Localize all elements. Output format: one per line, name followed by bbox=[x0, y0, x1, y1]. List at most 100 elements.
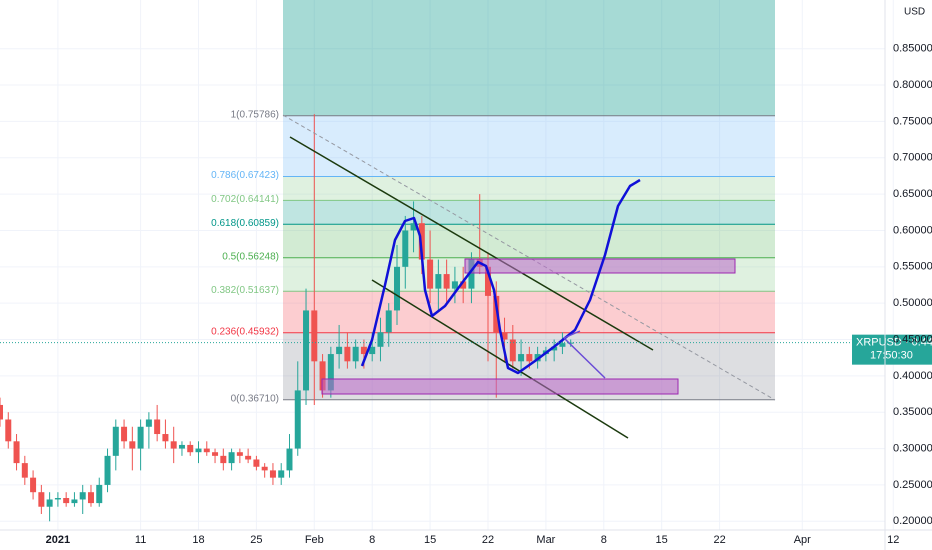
candle-body bbox=[245, 455, 252, 460]
y-tick-label: 0.25000 bbox=[893, 479, 932, 491]
x-tick-label: 22 bbox=[482, 534, 494, 546]
candle-body bbox=[71, 499, 78, 504]
candle-body bbox=[63, 498, 70, 504]
fib-label: 0.5(0.56248) bbox=[222, 251, 279, 262]
candle-body bbox=[443, 274, 450, 289]
y-tick-label: 0.35000 bbox=[893, 406, 932, 418]
candle-body bbox=[286, 448, 293, 471]
candle-body bbox=[96, 484, 103, 504]
candle-body bbox=[178, 444, 185, 449]
candle-body bbox=[112, 426, 119, 456]
fib-retracement: 1(0.75786) 0.786(0.67423) 0.702(0.64141) 0.… bbox=[211, 0, 775, 404]
candle-body bbox=[303, 310, 310, 391]
candle-body bbox=[394, 266, 401, 311]
y-tick-label: 0.60000 bbox=[893, 224, 932, 236]
candle-body bbox=[484, 266, 491, 296]
candle-body bbox=[212, 452, 219, 456]
lower-channel-line bbox=[371, 279, 629, 439]
candle-body bbox=[38, 492, 45, 507]
y-tick-label: 0.50000 bbox=[893, 297, 932, 309]
arrow-line bbox=[563, 330, 581, 339]
candle-body bbox=[327, 354, 334, 391]
fib-zone bbox=[283, 291, 775, 333]
candle-body bbox=[369, 346, 376, 355]
currency-label: USD bbox=[904, 7, 925, 18]
arrow-line bbox=[563, 337, 606, 379]
candle-body bbox=[21, 463, 28, 478]
candle-body bbox=[418, 223, 425, 260]
candle-body bbox=[559, 343, 566, 347]
candle-body bbox=[377, 332, 384, 347]
x-tick-label: 8 bbox=[601, 534, 607, 546]
candle-body bbox=[195, 448, 202, 453]
y-tick-label: 0.75000 bbox=[893, 115, 932, 127]
candle-body bbox=[0, 404, 3, 420]
drawings bbox=[282, 114, 776, 439]
fib-zone bbox=[283, 200, 775, 225]
candle-body bbox=[236, 452, 243, 456]
x-tick-label: Apr bbox=[794, 534, 811, 546]
y-tick-label: 0.30000 bbox=[893, 442, 932, 454]
candle-body bbox=[30, 477, 37, 493]
candle-body bbox=[278, 470, 285, 478]
candle-body bbox=[269, 470, 276, 478]
last-price-box bbox=[852, 334, 932, 365]
x-tick-label: Feb bbox=[305, 534, 324, 546]
fib-zone bbox=[283, 176, 775, 201]
y-tick-label: 0.85000 bbox=[893, 43, 932, 55]
support-zone bbox=[321, 378, 679, 395]
fib-zone bbox=[283, 224, 775, 258]
candle-body bbox=[228, 452, 235, 464]
candle-body bbox=[294, 390, 301, 449]
y-tick-label: 0.45000 bbox=[893, 333, 932, 345]
candle-body bbox=[509, 339, 516, 362]
candle-body bbox=[344, 346, 351, 362]
candle-body bbox=[385, 310, 392, 333]
dashed-trend-line bbox=[282, 114, 776, 401]
x-tick-label: 15 bbox=[424, 534, 436, 546]
x-tick-label: 15 bbox=[656, 534, 668, 546]
candle-body bbox=[410, 223, 417, 231]
x-tick-label: 12 bbox=[887, 534, 899, 546]
candle-body bbox=[518, 354, 525, 362]
fib-label: 0.618(0.60859) bbox=[211, 218, 279, 229]
candle-body bbox=[46, 499, 53, 507]
candle-body bbox=[170, 441, 177, 449]
axes: 0.20000 0.25000 0.30000 0.35000 0.40000 0.450… bbox=[46, 43, 932, 546]
candle-body bbox=[352, 346, 359, 362]
y-tick-label: 0.65000 bbox=[893, 188, 932, 200]
projection-curve bbox=[360, 178, 641, 375]
fib-zone bbox=[283, 0, 775, 116]
y-tick-label: 0.55000 bbox=[893, 261, 932, 273]
last-price-label: XRPUSD · 0.44569 bbox=[856, 337, 932, 349]
x-tick-label: 18 bbox=[192, 534, 204, 546]
candle-body bbox=[435, 274, 442, 289]
candle-body bbox=[5, 419, 12, 442]
countdown-label: 17:50:30 bbox=[870, 350, 913, 362]
x-tick-label: 11 bbox=[135, 534, 146, 546]
fib-label: 0.382(0.51637) bbox=[211, 285, 279, 296]
candle-body bbox=[54, 498, 61, 500]
candle-body bbox=[13, 441, 20, 464]
candle-body bbox=[187, 444, 194, 453]
candle-body bbox=[551, 346, 558, 351]
candle-body bbox=[162, 434, 169, 442]
x-tick-label: 2021 bbox=[46, 534, 70, 546]
candle-body bbox=[87, 492, 94, 504]
candle-body bbox=[121, 426, 128, 442]
candle-body bbox=[261, 466, 268, 471]
candle-body bbox=[501, 332, 508, 340]
candle-body bbox=[220, 455, 227, 464]
y-tick-label: 0.40000 bbox=[893, 370, 932, 382]
candle-body bbox=[79, 492, 86, 500]
fib-label: 0.236(0.45932) bbox=[211, 326, 279, 337]
candle-body bbox=[402, 230, 409, 267]
fib-label: 0.786(0.67423) bbox=[211, 170, 279, 181]
candle-body bbox=[145, 419, 152, 427]
candle-body bbox=[203, 448, 210, 453]
x-tick-label: Mar bbox=[536, 534, 555, 546]
x-tick-label: 25 bbox=[250, 534, 262, 546]
candle-body bbox=[336, 346, 343, 355]
upper-channel-line bbox=[289, 136, 654, 351]
x-tick-label: 8 bbox=[369, 534, 375, 546]
